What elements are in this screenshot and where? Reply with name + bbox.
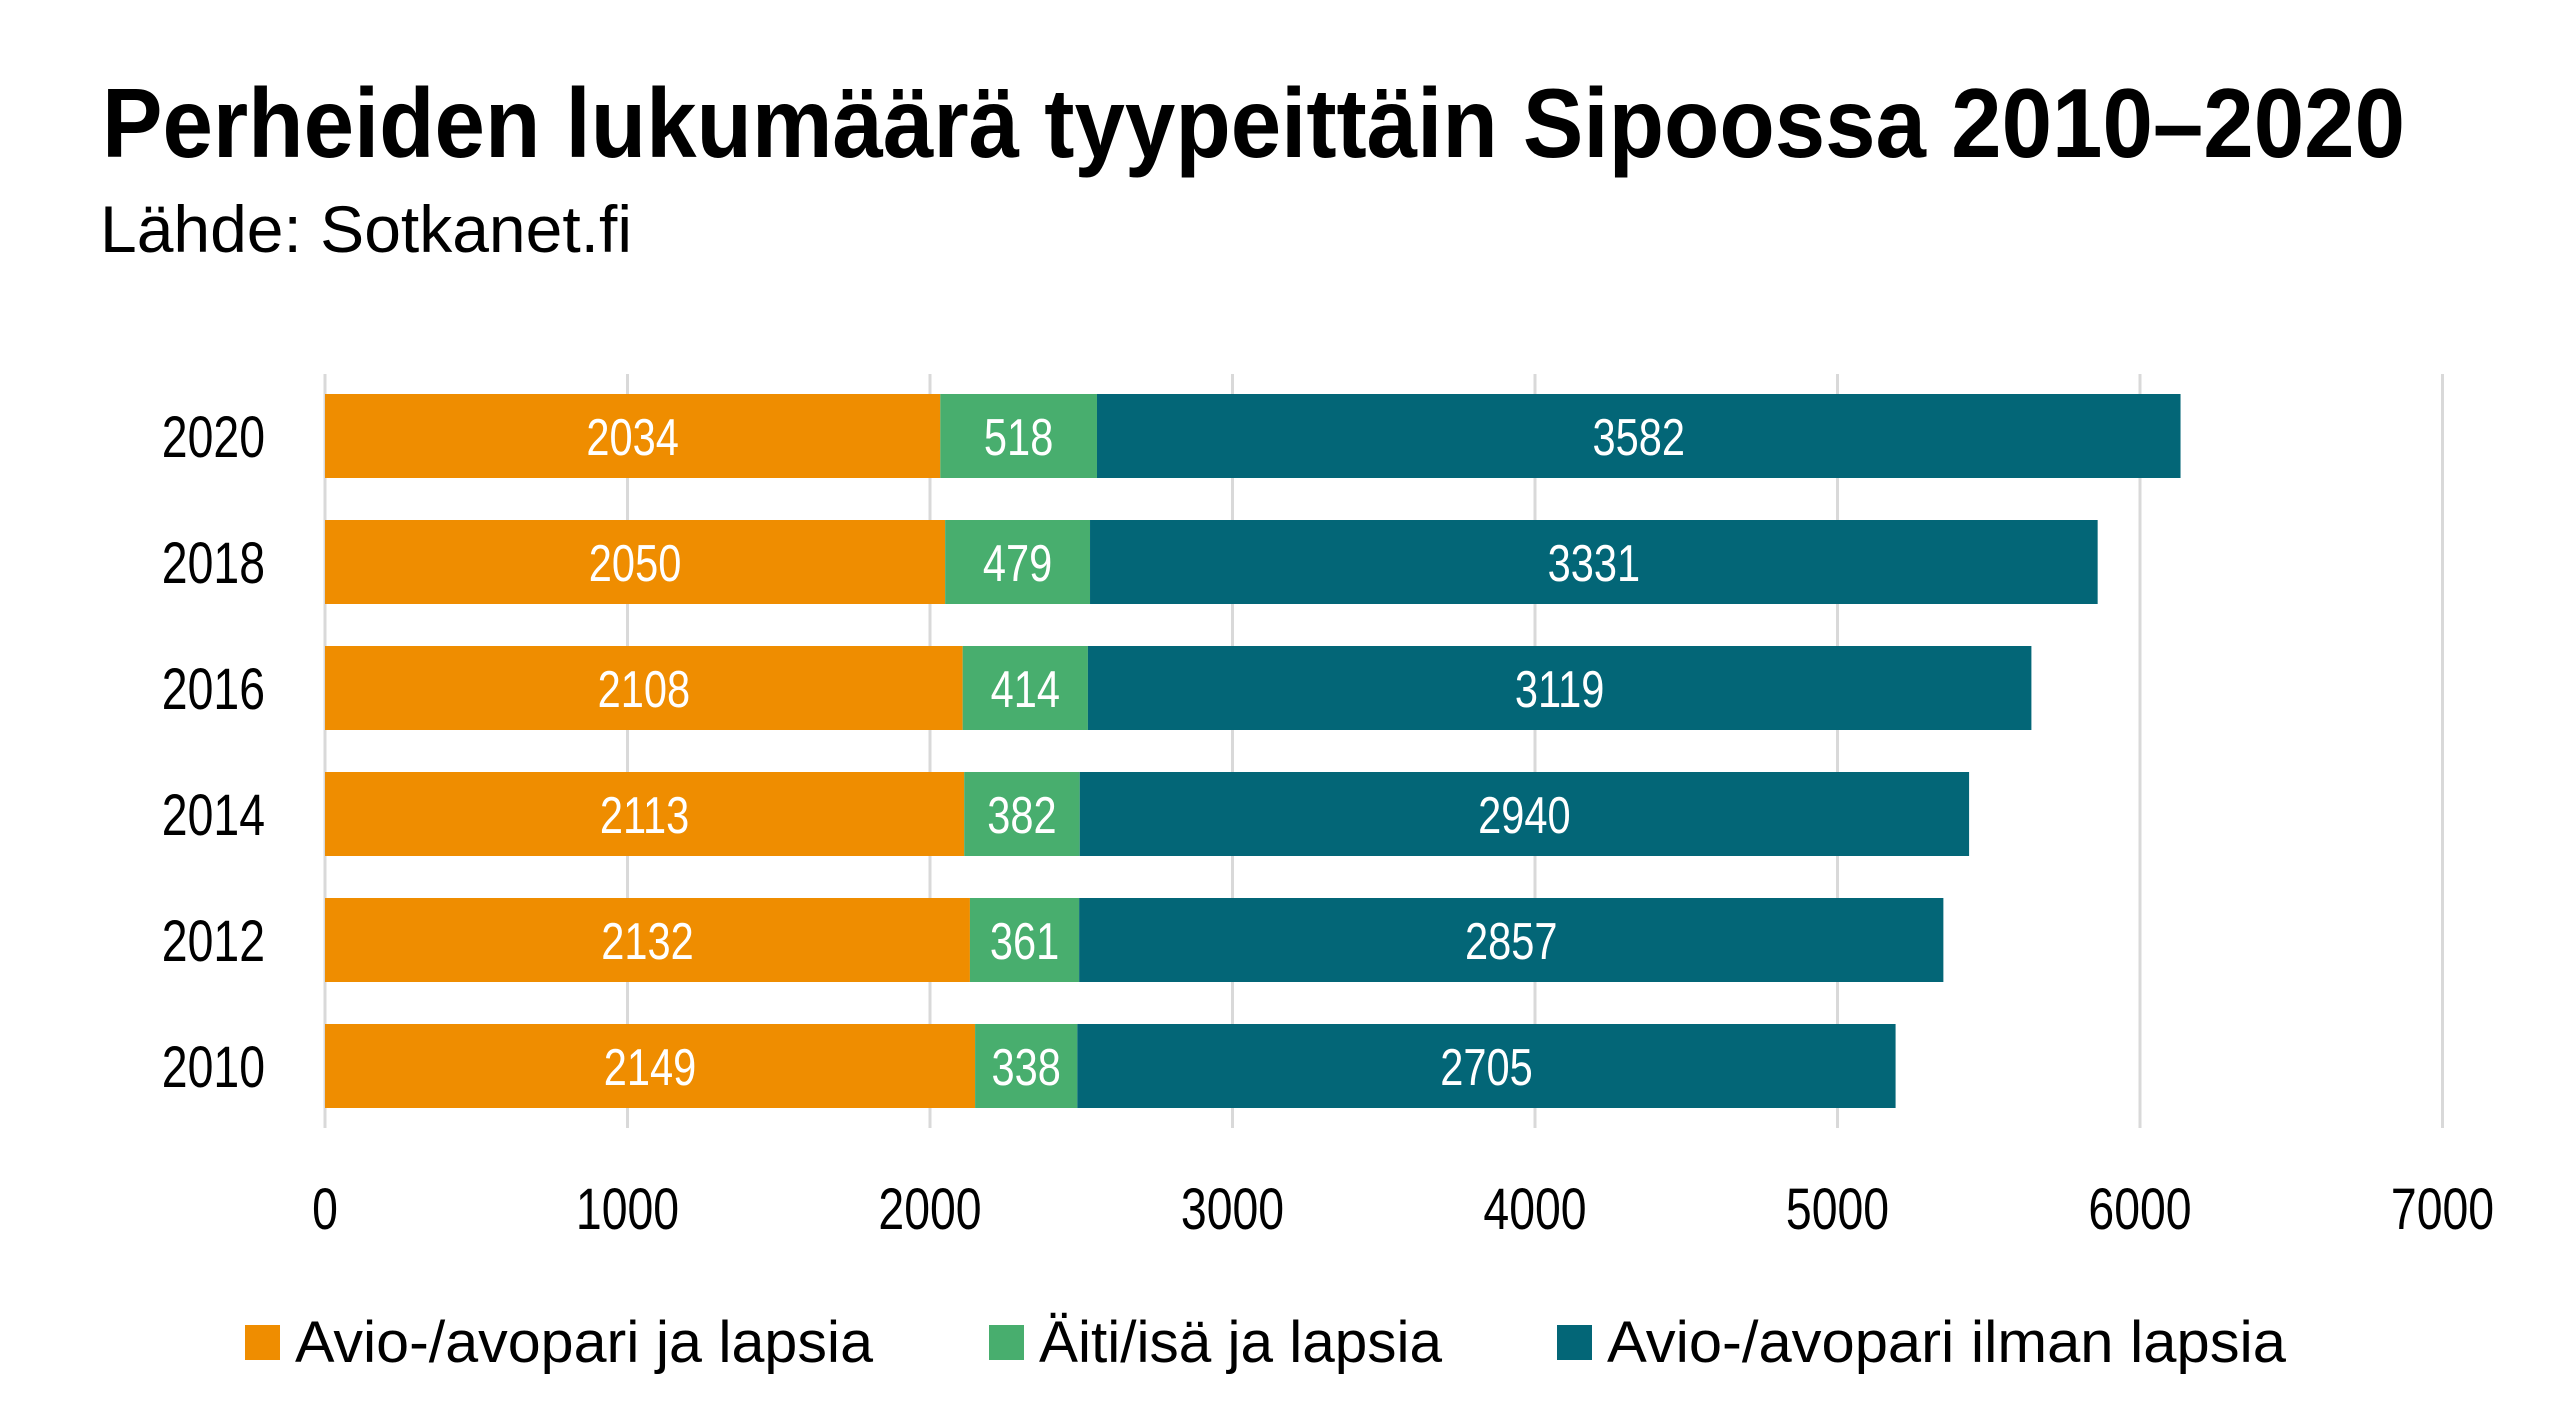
bar-row-2014: 2113 382 2940 (325, 772, 1970, 856)
bar-value-label: 2034 (586, 408, 679, 467)
bar-value-label: 518 (984, 408, 1053, 467)
bar-segment-2016-0[interactable] (325, 646, 963, 730)
legend-label: Avio-/avopari ilman lapsia (1607, 1309, 2286, 1375)
y-category-label: 2018 (162, 531, 265, 596)
legend-label: Äiti/isä ja lapsia (1039, 1309, 1442, 1375)
bar-value-label: 414 (991, 660, 1060, 719)
y-axis-labels: 2020 2018 2016 2014 2012 2010 (162, 405, 265, 1100)
bar-row-2018: 2050 479 3331 (325, 520, 2098, 604)
bar-value-label: 3119 (1515, 660, 1604, 719)
bar-value-label: 2857 (1465, 912, 1558, 971)
bar-segment-2020-0[interactable] (325, 394, 941, 478)
y-category-label: 2010 (162, 1035, 265, 1100)
bars: 2034 518 3582 2050 479 3331 2108 414 3119 2113 382… (325, 394, 2181, 1108)
bar-value-label: 361 (990, 912, 1059, 971)
legend-item-avio-ilman-lapsia[interactable]: Avio-/avopari ilman lapsia (1557, 1310, 2286, 1375)
bar-value-label: 2113 (600, 786, 689, 845)
bar-value-label: 3331 (1548, 534, 1641, 593)
bar-row-2020: 2034 518 3582 (325, 394, 2181, 478)
y-category-label: 2012 (162, 909, 265, 974)
bar-segment-2016-1[interactable] (962, 646, 1088, 730)
bar-value-label: 479 (983, 534, 1052, 593)
chart-subtitle: Lähde: Sotkanet.fi (100, 192, 632, 266)
legend-label: Avio-/avopari ja lapsia (295, 1309, 873, 1375)
x-tick-label: 1000 (576, 1177, 679, 1242)
x-tick-label: 4000 (1483, 1177, 1586, 1242)
x-tick-label: 2000 (878, 1177, 981, 1242)
y-category-label: 2016 (162, 657, 265, 722)
bar-segment-2014-0[interactable] (325, 772, 965, 856)
legend-swatch-green (989, 1324, 1024, 1360)
x-tick-label: 6000 (2088, 1177, 2191, 1242)
legend-item-aiti-isa-ja-lapsia[interactable]: Äiti/isä ja lapsia (989, 1310, 1442, 1375)
bar-segment-2012-1[interactable] (969, 898, 1080, 982)
legend-swatch-teal (1557, 1324, 1592, 1360)
x-axis-labels: 0 1000 2000 3000 4000 5000 6000 7000 (312, 1177, 2494, 1242)
bar-segment-2010-1[interactable] (975, 1024, 1078, 1108)
bar-segment-2010-2[interactable] (1077, 1024, 1896, 1108)
bar-value-label: 338 (991, 1038, 1060, 1097)
y-category-label: 2014 (162, 783, 265, 848)
chart-title: Perheiden lukumäärä tyypeittäin Sipoossa… (102, 68, 2405, 178)
bar-value-label: 382 (987, 786, 1056, 845)
bar-segment-2018-1[interactable] (945, 520, 1091, 604)
bar-segment-2020-2[interactable] (1096, 394, 2181, 478)
bar-segment-2010-0[interactable] (325, 1024, 976, 1108)
bar-value-label: 3582 (1592, 408, 1685, 467)
x-tick-label: 0 (312, 1177, 338, 1242)
bar-segment-2012-2[interactable] (1079, 898, 1944, 982)
bar-segment-2014-2[interactable] (1079, 772, 1970, 856)
bar-segment-2018-2[interactable] (1090, 520, 2098, 604)
bar-value-label: 2940 (1478, 786, 1571, 845)
bar-row-2012: 2132 361 2857 (325, 898, 1944, 982)
bar-row-2010: 2149 338 2705 (325, 1024, 1896, 1108)
y-category-label: 2020 (162, 405, 265, 470)
bar-segment-2020-1[interactable] (940, 394, 1097, 478)
bar-segment-2016-2[interactable] (1087, 646, 2032, 730)
x-tick-label: 7000 (2391, 1177, 2494, 1242)
bar-value-label: 2132 (601, 912, 694, 971)
bar-value-label: 2149 (604, 1038, 697, 1097)
legend-swatch-orange (245, 1324, 280, 1360)
gridlines (323, 374, 2444, 1128)
bar-segment-2012-0[interactable] (325, 898, 970, 982)
x-tick-label: 3000 (1181, 1177, 1284, 1242)
bar-segment-2018-0[interactable] (325, 520, 946, 604)
bar-value-label: 2705 (1440, 1038, 1533, 1097)
bar-segment-2014-1[interactable] (964, 772, 1080, 856)
legend-item-avio-ja-lapsia[interactable]: Avio-/avopari ja lapsia (245, 1310, 873, 1375)
bar-value-label: 2050 (589, 534, 682, 593)
x-tick-label: 5000 (1786, 1177, 1889, 1242)
bar-value-label: 2108 (598, 660, 691, 719)
bar-row-2016: 2108 414 3119 (325, 646, 2032, 730)
